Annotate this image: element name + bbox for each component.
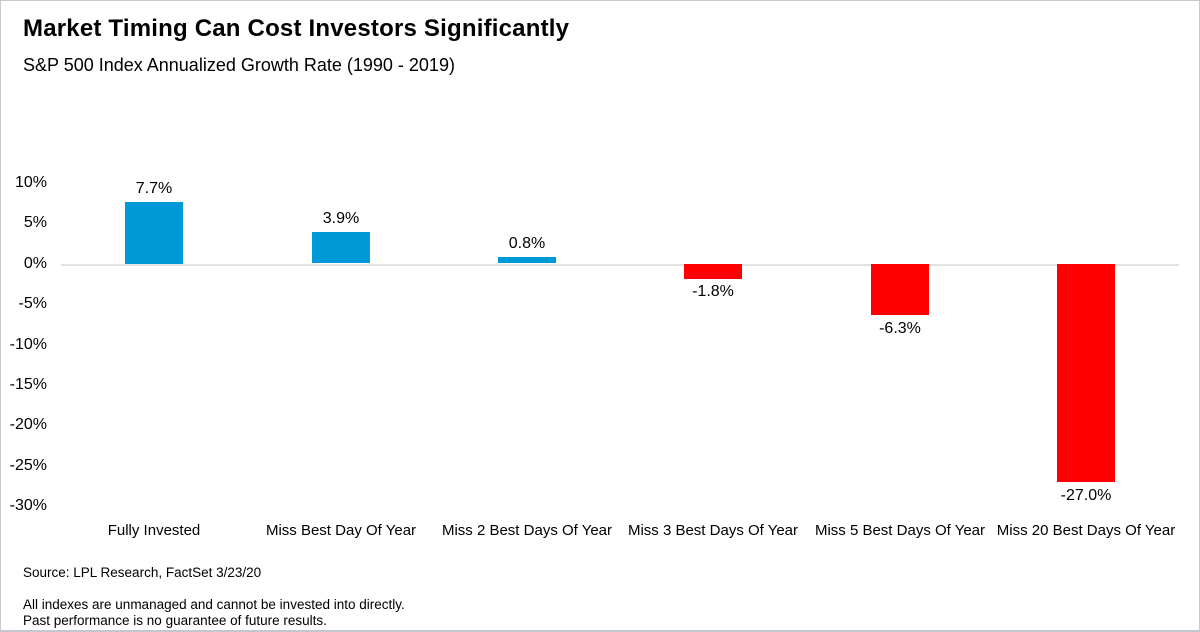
y-axis-tick-label: 5%	[23, 214, 47, 231]
bar-value-label: 3.9%	[322, 210, 360, 227]
source-note: Source: LPL Research, FactSet 3/23/20	[23, 565, 262, 580]
y-axis-tick-label: -25%	[9, 457, 47, 474]
bar-miss-3-best-days-of-year	[684, 264, 742, 279]
y-axis-tick-label: 0%	[23, 255, 47, 272]
category-label-fully-invested: Fully Invested	[107, 522, 201, 539]
bar-fully-invested	[125, 202, 183, 264]
category-label-miss-20-best-days-of-year: Miss 20 Best Days Of Year	[996, 522, 1176, 539]
y-axis-tick-label: -10%	[9, 336, 47, 353]
zero-gridline	[61, 264, 1179, 266]
category-label-miss-2-best-days-of-year: Miss 2 Best Days Of Year	[441, 522, 613, 539]
bar-value-label: -1.8%	[692, 283, 734, 300]
y-axis-tick-label: -5%	[18, 295, 47, 312]
chart-subtitle: S&P 500 Index Annualized Growth Rate (19…	[23, 55, 455, 75]
bar-value-label: -27.0%	[1060, 487, 1112, 504]
bar-miss-20-best-days-of-year	[1057, 264, 1115, 482]
category-label-miss-5-best-days-of-year: Miss 5 Best Days Of Year	[814, 522, 986, 539]
bar-miss-5-best-days-of-year	[871, 264, 929, 315]
bar-miss-2-best-days-of-year	[498, 257, 556, 263]
category-label-miss-best-day-of-year: Miss Best Day Of Year	[265, 522, 417, 539]
bar-value-label: -6.3%	[879, 320, 921, 337]
y-axis-tick-label: 10%	[14, 174, 47, 191]
disclaimer-line-2: Past performance is no guarantee of futu…	[23, 613, 327, 628]
bar-miss-best-day-of-year	[312, 232, 370, 263]
category-label-miss-3-best-days-of-year: Miss 3 Best Days Of Year	[627, 522, 799, 539]
chart-title: Market Timing Can Cost Investors Signifi…	[23, 15, 570, 42]
disclaimer-line-1: All indexes are unmanaged and cannot be …	[23, 597, 405, 612]
y-axis-tick-label: -20%	[9, 416, 47, 433]
bar-value-label: 0.8%	[508, 235, 546, 252]
y-axis-tick-label: -30%	[9, 497, 47, 514]
bar-value-label: 7.7%	[135, 180, 173, 197]
y-axis-tick-label: -15%	[9, 376, 47, 393]
disclaimer-text: All indexes are unmanaged and cannot be …	[23, 597, 405, 629]
